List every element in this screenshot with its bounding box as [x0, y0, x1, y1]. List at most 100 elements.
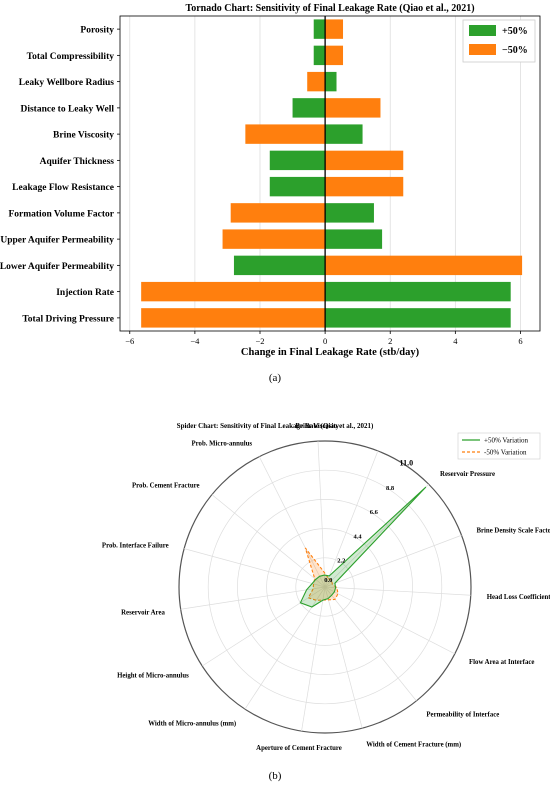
spider-ring — [295, 557, 355, 617]
legend-swatch-minus50 — [469, 44, 496, 55]
tornado-category-label: Aquifer Thickness — [40, 157, 115, 167]
tornado-bar-minus50-leaky-wellbore-radius — [307, 71, 326, 92]
spider-axis-label-brine-density-scale-factor: Brine Density Scale Factor — [476, 528, 550, 535]
spider-spoke — [211, 494, 326, 588]
spider-series-plus50-variation — [299, 486, 427, 608]
tornado-legend: +50% −50% — [462, 19, 536, 63]
tornado-category-label: Leaky Wellbore Radius — [19, 78, 114, 88]
spider-radial-tick-label: 2.2 — [337, 558, 345, 565]
tornado-category-label: Injection Rate — [56, 288, 114, 298]
spider-legend: +50% Variation -50% Variation — [457, 432, 541, 460]
spider-radial-tick-label: 4.4 — [353, 533, 362, 540]
spider-ring — [207, 469, 443, 705]
spider-spoke — [301, 586, 326, 732]
spider-radial-tick-label: 8.8 — [386, 485, 395, 492]
spider-axis-label-prob-interface-failure: Prob. Interface Failure — [102, 542, 169, 549]
legend-label-plus50: +50% — [502, 26, 528, 37]
spider-grid — [178, 440, 472, 734]
legend-label-plus50-variation: +50% Variation — [484, 437, 529, 445]
spider-spoke — [202, 586, 326, 667]
tornado-x-tick-label: 0 — [323, 336, 327, 346]
tornado-x-axis-label: Change in Final Leakage Rate (stb/day) — [241, 347, 420, 358]
spider-spoke — [180, 586, 326, 610]
tornado-category-label: Brine Viscosity — [53, 131, 114, 141]
spider-radial-tick-labels: 0.0 2.2 4.4 6.6 8.8 11.0 — [324, 459, 413, 584]
tornado-bar-plus50-formation-volume-factor — [325, 203, 374, 223]
tornado-category-label: Lower Aquifer Permeability — [0, 262, 114, 272]
spider-axis-labels: Leakage PermeabilityReservoir PressureBr… — [102, 423, 550, 752]
tornado-category-label: Distance to Leaky Well — [20, 104, 114, 114]
spider-axis-label-prob-cement-fracture: Prob. Cement Fracture — [132, 483, 200, 490]
legend-swatch-plus50 — [469, 25, 496, 36]
tornado-x-tick-label: −2 — [255, 336, 264, 346]
spider-axis-label-width-of-micro-annulus-mm: Width of Micro-annulus (mm) — [148, 720, 236, 727]
spider-ring — [237, 499, 413, 675]
tornado-plot-frame — [119, 15, 541, 332]
tornado-bar-plus50-leaky-wellbore-radius — [325, 71, 337, 92]
tornado-category-label: Formation Volume Factor — [8, 209, 114, 219]
spider-title: Spider Chart: Sensitivity of Final Leaka… — [177, 422, 374, 430]
spider-series — [299, 486, 427, 608]
tornado-bar-plus50-lower-aquifer-permeability — [233, 255, 326, 276]
tornado-bar-minus50-porosity — [325, 19, 344, 39]
spider-axis-label-flow-area-at-interface: Flow Area at Interface — [469, 659, 534, 666]
tornado-x-tick-label: 4 — [453, 336, 458, 346]
spider-spoke — [324, 450, 379, 588]
tornado-bar-plus50-total-compressibility — [313, 45, 326, 66]
tornado-category-label: Total Driving Pressure — [22, 314, 114, 324]
spider-axis-label-height-of-micro-annulus: Height of Micro-annulus — [117, 673, 189, 680]
tornado-bar-minus50-lower-aquifer-permeability — [325, 255, 523, 276]
tornado-category-labels: Porosity Total Compressibility Leaky Wellb… — [0, 26, 120, 324]
spider-series-minus50-variation — [304, 547, 339, 601]
tornado-bar-plus50-distance-to-leaky-well — [292, 98, 326, 118]
spider-ring — [266, 528, 384, 646]
legend-label-minus50: −50% — [502, 45, 528, 56]
spider-spoke — [317, 441, 326, 588]
tornado-chart: Tornado Chart: Sensitivity of Final Leak… — [0, 3, 541, 358]
tornado-bar-plus50-injection-rate — [325, 281, 511, 302]
spider-spoke — [324, 586, 417, 702]
spider-axis-label-prob-micro-annulus: Prob. Micro-annulus — [192, 440, 253, 447]
tornado-bar-plus50-leakage-flow-resistance — [269, 176, 326, 197]
tornado-bar-minus50-total-compressibility — [325, 45, 344, 66]
spider-axis-label-width-of-cement-fracture-mm: Width of Cement Fracture (mm) — [366, 742, 461, 749]
legend-label-minus50-variation: -50% Variation — [484, 449, 527, 457]
tornado-x-tick-labels: −6 −4 −2 0 2 4 6 — [125, 331, 523, 346]
spider-axis-label-brine-viscosity: Brine Viscosity — [295, 423, 339, 430]
tornado-x-tick-label: 6 — [518, 336, 522, 346]
spider-outer-ring — [178, 440, 472, 734]
tornado-bar-minus50-leakage-flow-resistance — [325, 176, 404, 197]
spider-radial-tick-label: 0.0 — [324, 577, 332, 584]
tornado-bar-plus50-upper-aquifer-permeability — [325, 229, 383, 249]
spider-axis-label-aperture-of-cement-fracture: Aperture of Cement Fracture — [256, 745, 342, 752]
tornado-bar-plus50-total-driving-pressure — [325, 308, 511, 328]
spider-chart: Spider Chart: Sensitivity of Final Leaka… — [102, 422, 550, 752]
tornado-bar-minus50-total-driving-pressure — [141, 308, 326, 328]
tornado-bar-minus50-brine-viscosity — [245, 124, 326, 144]
spider-spoke — [324, 586, 471, 596]
tornado-bar-minus50-upper-aquifer-permeability — [222, 229, 326, 249]
tornado-bar-plus50-aquifer-thickness — [269, 150, 326, 171]
tornado-category-label: Porosity — [80, 26, 114, 36]
spider-axis-label-reservoir-area: Reservoir Area — [121, 610, 165, 617]
tornado-category-label: Upper Aquifer Permeability — [0, 236, 114, 246]
tornado-category-label: Leakage Flow Resistance — [12, 183, 114, 193]
tornado-bar-minus50-distance-to-leaky-well — [325, 98, 381, 118]
spider-spoke — [324, 586, 455, 655]
tornado-bar-minus50-injection-rate — [141, 281, 326, 302]
tornado-bars — [141, 19, 523, 328]
tornado-x-tick-label: 2 — [388, 336, 392, 346]
caption-b: (b) — [268, 770, 282, 782]
spider-axis-label-head-loss-coefficient: Head Loss Coefficient — [487, 594, 550, 601]
tornado-x-tick-label: −6 — [125, 336, 134, 346]
tornado-bar-minus50-formation-volume-factor — [230, 203, 326, 223]
tornado-category-label: Total Compressibility — [27, 52, 115, 62]
spider-axis-label-permeability-of-interface: Permeability of Interface — [426, 711, 499, 718]
spider-radial-tick-label: 11.0 — [400, 459, 414, 468]
spider-spoke — [258, 456, 326, 588]
tornado-x-tick-label: −4 — [190, 336, 200, 346]
tornado-bar-minus50-aquifer-thickness — [325, 150, 404, 171]
spider-spoke — [184, 548, 326, 588]
tornado-title: Tornado Chart: Sensitivity of Final Leak… — [185, 3, 474, 14]
tornado-bar-plus50-brine-viscosity — [325, 124, 363, 144]
